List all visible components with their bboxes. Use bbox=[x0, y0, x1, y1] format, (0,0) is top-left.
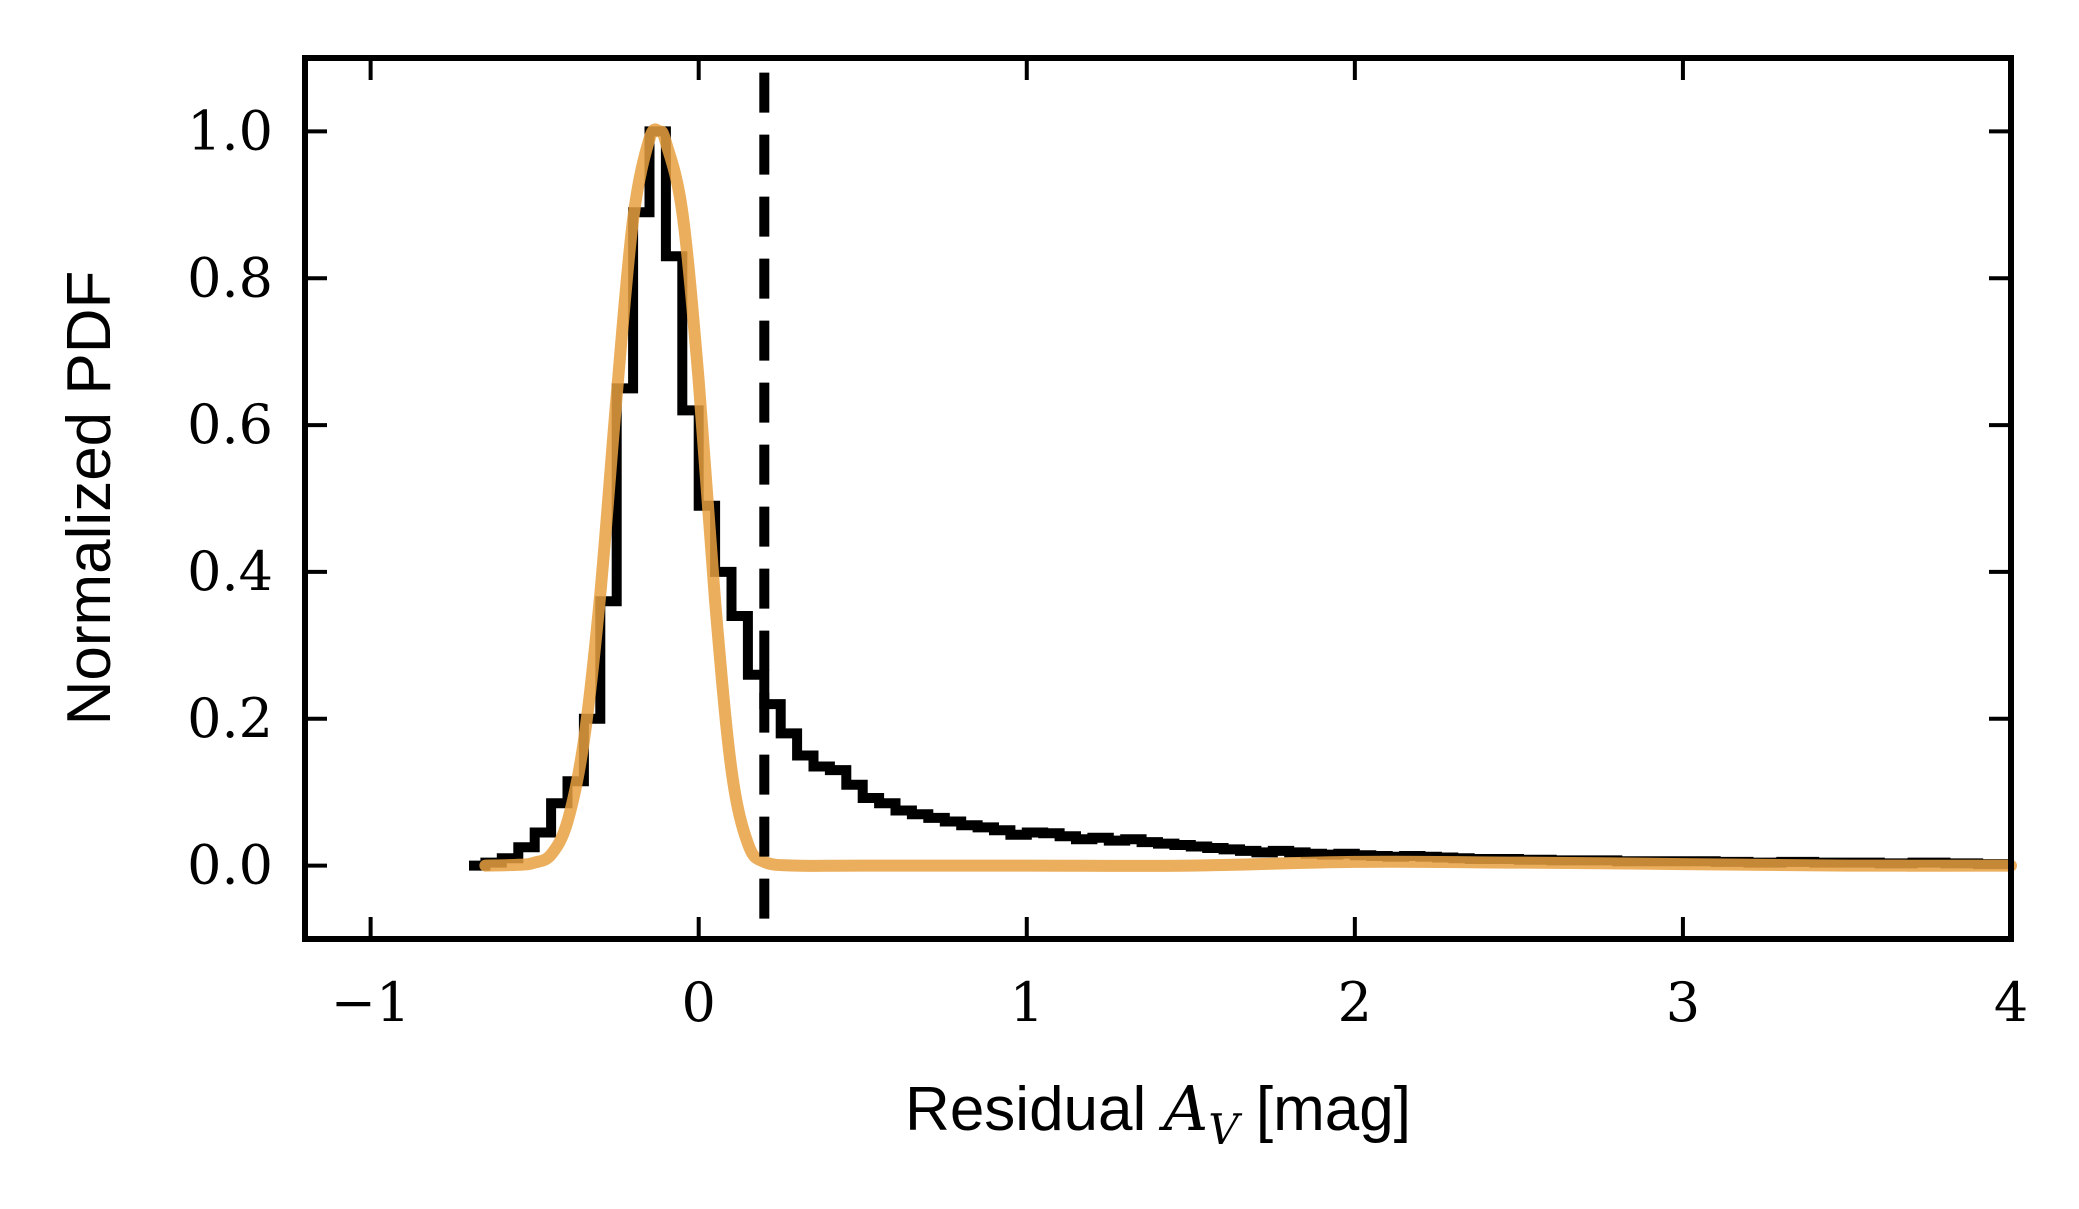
x-tick-label: 3 bbox=[1666, 971, 1700, 1034]
x-axis-label-subscript: V bbox=[1208, 1105, 1242, 1154]
x-axis-label-suffix: [mag] bbox=[1239, 1075, 1411, 1144]
y-tick-label: 1.0 bbox=[187, 99, 273, 162]
y-tick-label: 0.8 bbox=[187, 246, 273, 309]
x-axis-label-math: A bbox=[1159, 1072, 1209, 1145]
x-axis-label: Residual AV [mag] bbox=[905, 1072, 1411, 1154]
x-tick-label: 0 bbox=[682, 971, 716, 1034]
y-tick-label: 0.6 bbox=[187, 393, 273, 456]
histogram-series bbox=[469, 126, 2011, 871]
y-tick-label: 0.4 bbox=[187, 540, 273, 603]
x-tick-label: 1 bbox=[1010, 971, 1044, 1034]
x-tick-label: −1 bbox=[331, 971, 411, 1034]
tick-labels-layer: −1 0 1 2 3 4 0.0 0.2 0.4 0.6 0.8 1.0 bbox=[187, 99, 2028, 1034]
plot-frame bbox=[302, 55, 2014, 942]
fit-curve-series bbox=[479, 123, 2017, 872]
series-layer bbox=[469, 72, 2017, 939]
x-tick-label: 2 bbox=[1338, 971, 1372, 1034]
y-tick-label: 0.2 bbox=[187, 687, 273, 750]
x-axis-label-prefix: Residual bbox=[905, 1075, 1163, 1144]
x-tick-label: 4 bbox=[1994, 971, 2028, 1034]
y-tick-label: 0.0 bbox=[187, 834, 273, 897]
y-axis-label: Normalized PDF bbox=[55, 271, 124, 726]
